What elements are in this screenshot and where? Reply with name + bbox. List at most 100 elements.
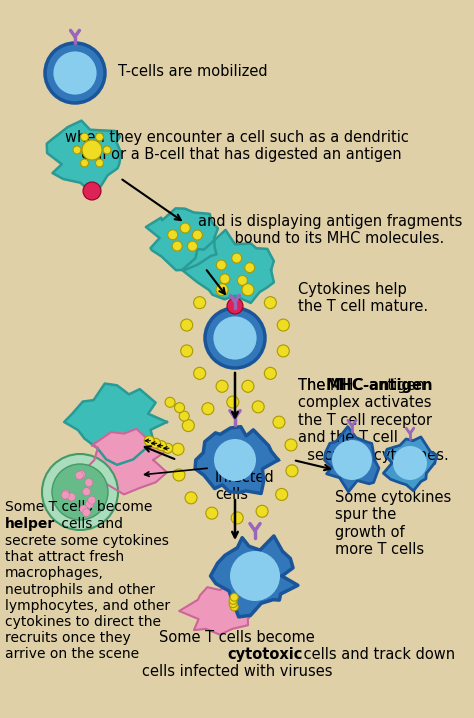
Text: cells and: cells and — [57, 517, 123, 531]
Text: Some T cells become: Some T cells become — [159, 630, 315, 645]
Circle shape — [277, 319, 289, 331]
Circle shape — [185, 492, 197, 504]
Text: helper: helper — [5, 517, 55, 531]
Circle shape — [229, 600, 237, 607]
Circle shape — [216, 260, 227, 270]
Polygon shape — [64, 383, 167, 465]
Text: secrete some cytokines
that attract fresh
macrophages,
neutrophils and other
lym: secrete some cytokines that attract fres… — [5, 534, 170, 661]
Circle shape — [220, 274, 230, 284]
Text: Cytokines help
the T cell mature.: Cytokines help the T cell mature. — [298, 281, 428, 314]
Circle shape — [86, 500, 93, 508]
Circle shape — [276, 488, 288, 500]
Circle shape — [61, 491, 69, 499]
Circle shape — [174, 403, 184, 413]
Text: cytotoxic: cytotoxic — [227, 647, 302, 662]
Circle shape — [231, 512, 243, 524]
Circle shape — [163, 443, 173, 453]
Polygon shape — [195, 426, 278, 493]
Circle shape — [194, 368, 206, 379]
Circle shape — [393, 446, 427, 480]
Circle shape — [180, 223, 190, 233]
Circle shape — [232, 253, 242, 263]
Text: when they encounter a cell such as a dendritic
  cell or a B-cell that has diges: when they encounter a cell such as a den… — [65, 130, 409, 162]
Circle shape — [181, 345, 193, 357]
Text: and is displaying antigen fragments
    bound to its MHC molecules.: and is displaying antigen fragments boun… — [198, 214, 462, 246]
Circle shape — [230, 593, 238, 601]
Circle shape — [237, 276, 247, 286]
Circle shape — [82, 140, 102, 160]
Circle shape — [273, 416, 285, 428]
Circle shape — [62, 490, 70, 498]
Circle shape — [286, 465, 298, 477]
Circle shape — [95, 133, 103, 141]
Circle shape — [95, 159, 103, 167]
Circle shape — [285, 439, 297, 451]
Circle shape — [83, 182, 101, 200]
Circle shape — [230, 551, 280, 601]
Circle shape — [214, 439, 256, 481]
Circle shape — [202, 403, 214, 415]
Circle shape — [156, 441, 166, 451]
Circle shape — [252, 401, 264, 413]
Circle shape — [73, 146, 81, 154]
Text: The: The — [298, 378, 330, 393]
Circle shape — [81, 159, 89, 167]
Circle shape — [42, 454, 118, 530]
Circle shape — [172, 241, 182, 251]
Circle shape — [179, 411, 189, 421]
Text: Some cytokines
spur the
growth of
more T cells: Some cytokines spur the growth of more T… — [335, 490, 451, 557]
Circle shape — [82, 508, 91, 516]
Polygon shape — [210, 536, 298, 617]
Circle shape — [206, 507, 218, 519]
Text: T-cells are mobilized: T-cells are mobilized — [118, 63, 268, 78]
Circle shape — [205, 308, 265, 368]
Text: Infected
cells: Infected cells — [215, 470, 275, 503]
Text: MHC-antigen: MHC-antigen — [326, 378, 434, 393]
Circle shape — [213, 317, 256, 360]
Polygon shape — [47, 121, 121, 191]
Text: Some T cells become: Some T cells become — [5, 500, 152, 514]
Circle shape — [81, 133, 89, 141]
Circle shape — [216, 284, 228, 296]
Text: The MHC-antigen
complex activates
the T cell receptor
and the T cell
  secretes : The MHC-antigen complex activates the T … — [298, 378, 449, 462]
Circle shape — [144, 436, 154, 446]
Circle shape — [85, 479, 93, 487]
Polygon shape — [146, 208, 218, 270]
Polygon shape — [83, 429, 168, 495]
Circle shape — [245, 263, 255, 273]
Circle shape — [80, 505, 88, 513]
Circle shape — [256, 505, 268, 517]
Circle shape — [88, 496, 96, 504]
Circle shape — [181, 319, 193, 331]
Circle shape — [188, 241, 198, 251]
Circle shape — [82, 488, 91, 495]
Circle shape — [182, 419, 194, 432]
Polygon shape — [383, 437, 437, 491]
Circle shape — [45, 43, 105, 103]
Circle shape — [194, 297, 206, 309]
Circle shape — [75, 472, 83, 480]
Circle shape — [227, 298, 243, 314]
Circle shape — [54, 52, 97, 95]
Circle shape — [264, 368, 276, 379]
Circle shape — [52, 464, 108, 520]
Circle shape — [216, 381, 228, 392]
Text: cells infected with viruses: cells infected with viruses — [142, 664, 332, 679]
Circle shape — [264, 297, 276, 309]
Circle shape — [229, 597, 237, 605]
Circle shape — [227, 396, 239, 408]
Circle shape — [103, 146, 111, 154]
Circle shape — [277, 345, 289, 357]
Circle shape — [192, 230, 202, 240]
Circle shape — [173, 469, 185, 481]
Circle shape — [165, 397, 175, 407]
Text: cells and track down: cells and track down — [299, 647, 455, 662]
Circle shape — [172, 443, 184, 455]
Polygon shape — [179, 584, 255, 635]
Circle shape — [168, 230, 178, 240]
Polygon shape — [325, 426, 379, 492]
Circle shape — [77, 470, 85, 479]
Circle shape — [67, 493, 75, 501]
Circle shape — [151, 438, 161, 448]
Polygon shape — [182, 230, 274, 303]
